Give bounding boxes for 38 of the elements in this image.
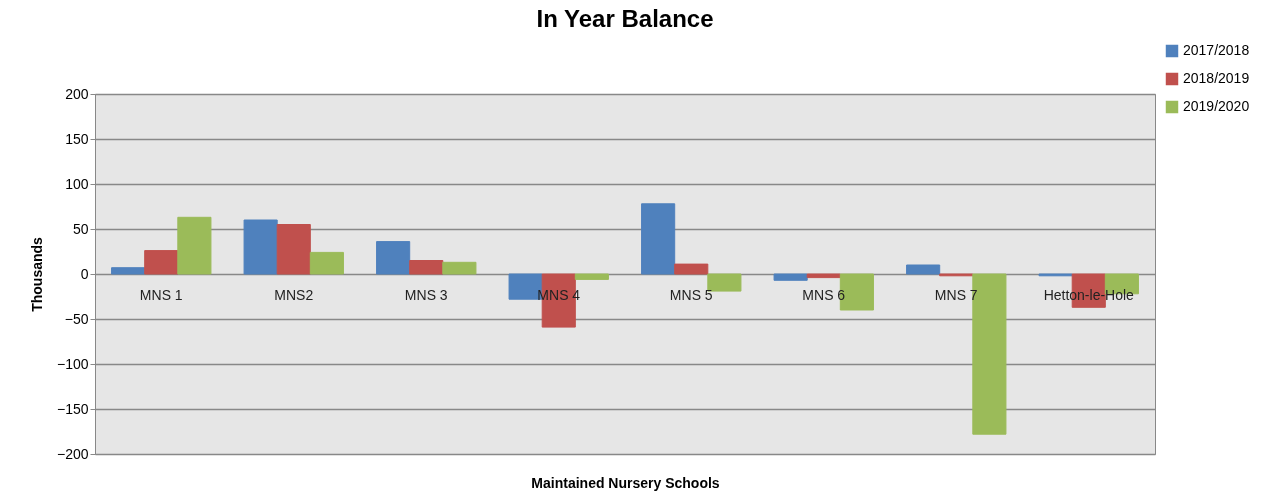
legend-label: 2017/2018 (1183, 42, 1250, 58)
bar (111, 267, 146, 275)
bar (243, 219, 278, 275)
y-tick-label: 200 (65, 85, 89, 102)
x-axis-title: Maintained Nursery Schools (531, 474, 720, 491)
y-tick-label: 150 (65, 130, 89, 147)
y-tick-label: 50 (72, 220, 89, 237)
bar (574, 273, 609, 280)
bar (177, 216, 212, 275)
bar (906, 264, 941, 275)
y-tick-label: −100 (56, 355, 89, 372)
bar (806, 273, 841, 279)
bar (972, 273, 1007, 435)
bar (707, 273, 742, 292)
bar (641, 203, 676, 275)
bar (839, 273, 874, 311)
bar (309, 251, 344, 275)
y-tick-label: 100 (65, 175, 89, 192)
x-tick-label: MNS 1 (139, 286, 183, 303)
legend-label: 2018/2019 (1183, 70, 1250, 86)
bar (276, 224, 311, 275)
x-tick-label: MNS 5 (669, 286, 713, 303)
y-tick-label: −150 (56, 400, 89, 417)
legend-label: 2019/2020 (1183, 98, 1250, 114)
bar (442, 261, 477, 275)
x-tick-label: MNS 3 (404, 286, 448, 303)
y-axis-title: Thousands (28, 236, 45, 312)
bar (144, 250, 179, 275)
bar (376, 241, 411, 275)
chart-title: In Year Balance (536, 5, 714, 32)
y-tick-label: 0 (80, 265, 89, 282)
y-tick-label: −200 (56, 445, 89, 462)
bar (773, 273, 808, 281)
bar (674, 263, 709, 275)
x-tick-label: MNS2 (274, 286, 314, 303)
x-tick-label: Hetton-le-Hole (1043, 286, 1135, 303)
y-tick-label: −50 (64, 310, 89, 327)
bar (409, 260, 444, 275)
